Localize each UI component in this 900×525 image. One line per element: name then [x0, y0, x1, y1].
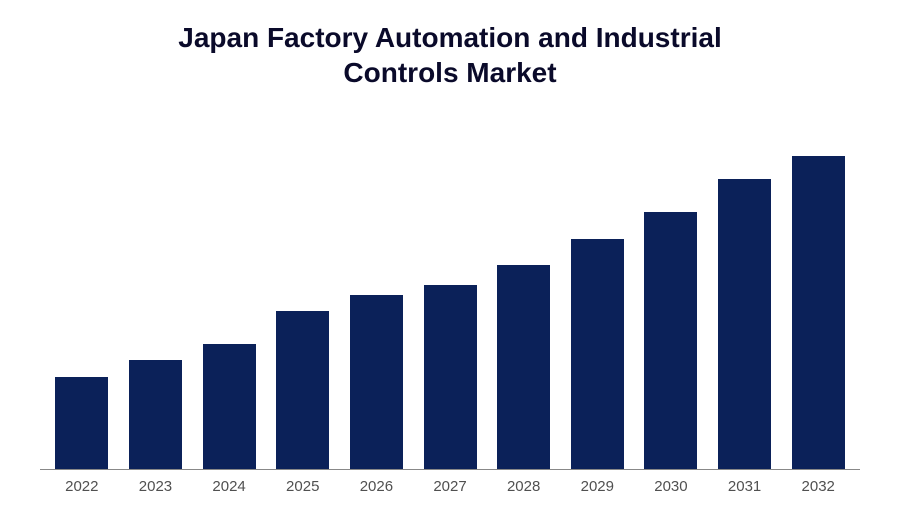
- bar: [497, 265, 550, 469]
- bar-slot: [634, 140, 708, 469]
- bars-container: [40, 140, 860, 470]
- bar-slot: [266, 140, 340, 469]
- x-axis-label: 2026: [340, 478, 414, 495]
- bar: [718, 179, 771, 469]
- chart-title: Japan Factory Automation and Industrial …: [40, 20, 860, 90]
- bar-slot: [487, 140, 561, 469]
- bar-slot: [45, 140, 119, 469]
- bar: [276, 311, 329, 469]
- bar-slot: [781, 140, 855, 469]
- x-axis-label: 2023: [119, 478, 193, 495]
- x-axis-label: 2025: [266, 478, 340, 495]
- x-axis-label: 2027: [413, 478, 487, 495]
- bar: [203, 344, 256, 469]
- bar: [424, 285, 477, 469]
- x-axis-label: 2024: [192, 478, 266, 495]
- x-axis-labels: 2022202320242025202620272028202920302031…: [40, 470, 860, 495]
- bar-slot: [708, 140, 782, 469]
- bar-slot: [560, 140, 634, 469]
- bar: [350, 295, 403, 469]
- x-axis-label: 2028: [487, 478, 561, 495]
- chart-area: 2022202320242025202620272028202920302031…: [40, 140, 860, 495]
- title-line-2: Controls Market: [40, 55, 860, 90]
- bar: [55, 377, 108, 469]
- bar-slot: [340, 140, 414, 469]
- bar-slot: [413, 140, 487, 469]
- bar: [792, 156, 845, 469]
- bar-slot: [192, 140, 266, 469]
- bar: [644, 212, 697, 469]
- bar-slot: [119, 140, 193, 469]
- bar: [571, 239, 624, 469]
- x-axis-label: 2029: [560, 478, 634, 495]
- bar: [129, 360, 182, 469]
- x-axis-label: 2022: [45, 478, 119, 495]
- title-line-1: Japan Factory Automation and Industrial: [40, 20, 860, 55]
- x-axis-label: 2031: [708, 478, 782, 495]
- x-axis-label: 2032: [781, 478, 855, 495]
- x-axis-label: 2030: [634, 478, 708, 495]
